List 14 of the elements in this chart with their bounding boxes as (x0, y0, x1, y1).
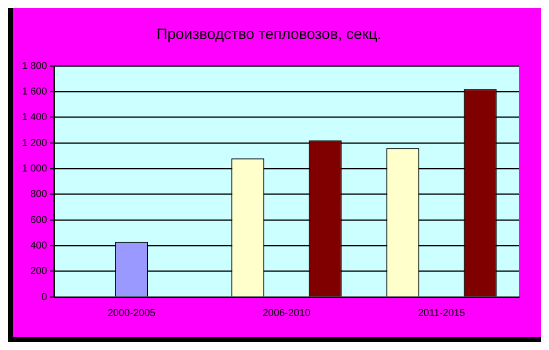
y-tick-label: 1 200 (22, 138, 48, 149)
x-tick-label: 2006-2010 (262, 308, 311, 319)
y-tick-label: 1 600 (22, 86, 48, 98)
x-tick-label: 2000-2005 (108, 308, 156, 319)
chart-title: Производство тепловозов, секц. (156, 26, 382, 44)
y-tick-label: 0 (41, 292, 48, 303)
y-tick-label: 400 (30, 240, 48, 252)
y-tick-label: 600 (30, 214, 48, 226)
x-tick-label: 2011-2015 (418, 308, 466, 319)
y-tick-label: 1 800 (22, 60, 48, 72)
y-tick-label: 800 (30, 189, 48, 200)
y-tick-label: 1 000 (22, 163, 48, 174)
y-tick-label: 200 (30, 266, 48, 278)
y-tick-label: 1 400 (22, 112, 48, 124)
